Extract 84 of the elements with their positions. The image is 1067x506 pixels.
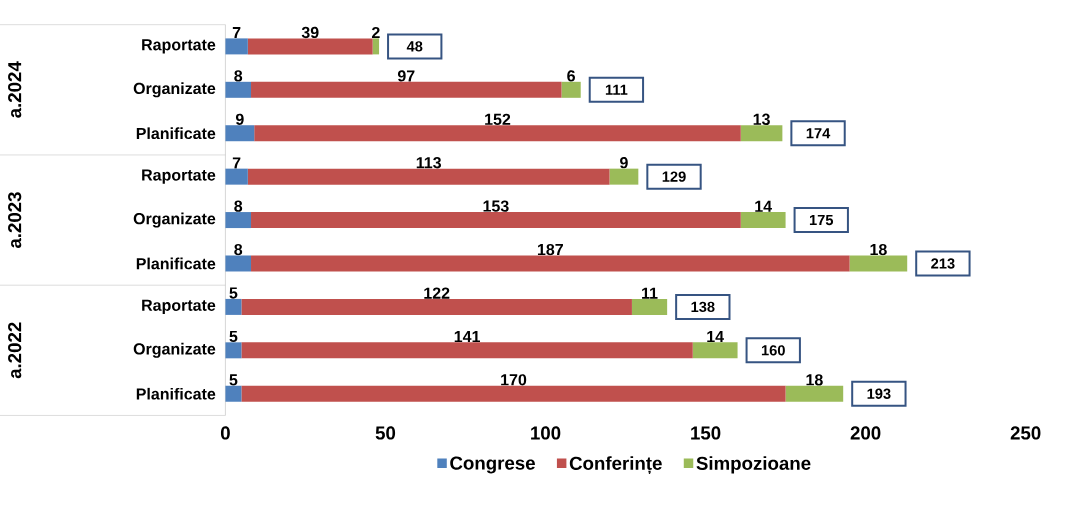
- data-label: 8: [234, 70, 243, 82]
- bar: [225, 212, 252, 229]
- data-label: 7: [232, 27, 241, 39]
- y-tick-label: Raportate: [142, 39, 216, 54]
- y-tick-label: Raportate: [142, 169, 216, 184]
- total-label: 213: [931, 258, 955, 269]
- data-label: 5: [229, 287, 238, 299]
- bar: [251, 81, 562, 98]
- data-label: 153: [483, 200, 509, 212]
- data-label: 141: [454, 330, 480, 342]
- data-label: 9: [235, 113, 244, 125]
- data-label: 6: [567, 70, 575, 82]
- y-tick-label: Planificate: [136, 127, 216, 140]
- bar: [225, 342, 242, 359]
- total-label: 129: [662, 171, 686, 182]
- bar: [631, 298, 668, 315]
- x-tick-label: 200: [850, 426, 881, 440]
- y-tick-label: Organizate: [133, 342, 216, 358]
- y-tick-label: Planificate: [136, 257, 216, 270]
- x-tick-label: 50: [375, 426, 396, 440]
- x-tick-label: 100: [531, 426, 561, 440]
- bar: [692, 342, 738, 359]
- bar: [225, 81, 252, 98]
- data-label: 18: [806, 374, 823, 386]
- x-tick-label: 0: [220, 426, 230, 440]
- data-label: 14: [707, 330, 724, 342]
- bar: [225, 168, 248, 185]
- data-label: 113: [416, 156, 441, 169]
- text: a.2023: [8, 192, 22, 249]
- data-label: 2: [371, 26, 380, 39]
- bar: [609, 168, 639, 185]
- data-label: 122: [424, 287, 450, 299]
- bar: [225, 255, 252, 272]
- bar: [225, 385, 242, 402]
- data-label: 152: [485, 113, 511, 125]
- data-label: 11: [642, 287, 658, 299]
- total-label: 160: [761, 345, 785, 356]
- bar: [225, 298, 242, 315]
- y-tick-label: Organizate: [133, 82, 216, 98]
- data-label: 13: [753, 113, 770, 125]
- y-tick-label: Organizate: [133, 212, 216, 228]
- total-label: 174: [806, 128, 831, 139]
- bar: [785, 385, 844, 402]
- bar: [241, 385, 786, 402]
- legend-label: Congrese: [450, 456, 535, 474]
- bar: [225, 125, 255, 142]
- bar: [849, 255, 908, 272]
- bar: [247, 168, 610, 185]
- data-label: 39: [301, 26, 319, 39]
- legend-label: Simpozioane: [696, 456, 811, 474]
- text: a.2024: [8, 61, 22, 118]
- x-tick-label: 150: [691, 426, 721, 440]
- bar: [372, 38, 380, 55]
- total-label: 48: [406, 41, 423, 52]
- bar: [241, 342, 693, 359]
- bar: [241, 298, 632, 315]
- data-label: 97: [397, 70, 415, 82]
- data-label: 5: [229, 330, 238, 342]
- data-label: 18: [870, 243, 887, 256]
- data-label: 9: [620, 156, 628, 169]
- data-label: 5: [229, 374, 238, 386]
- bar: [254, 125, 741, 142]
- y-tick-label: Planificate: [136, 387, 216, 400]
- bar: [561, 81, 581, 98]
- bar: [247, 38, 373, 55]
- x-tick-label: 250: [1010, 426, 1041, 440]
- bar: [740, 212, 786, 229]
- total-label: 138: [691, 301, 715, 313]
- data-label: 8: [234, 200, 243, 212]
- data-label: 8: [234, 243, 243, 256]
- legend-label: Conferințe: [569, 456, 662, 474]
- total-label: 175: [809, 214, 834, 226]
- total-label: 111: [605, 84, 628, 95]
- text: a.2022: [8, 322, 22, 379]
- data-label: 7: [232, 157, 241, 169]
- data-label: 187: [537, 243, 563, 256]
- bar: [225, 38, 248, 55]
- bar: [740, 125, 783, 142]
- bar: [251, 212, 741, 229]
- bar: [251, 255, 850, 272]
- y-tick-label: Raportate: [142, 299, 216, 315]
- data-label: 14: [755, 200, 772, 212]
- data-label: 170: [501, 374, 527, 386]
- total-label: 193: [867, 388, 891, 399]
